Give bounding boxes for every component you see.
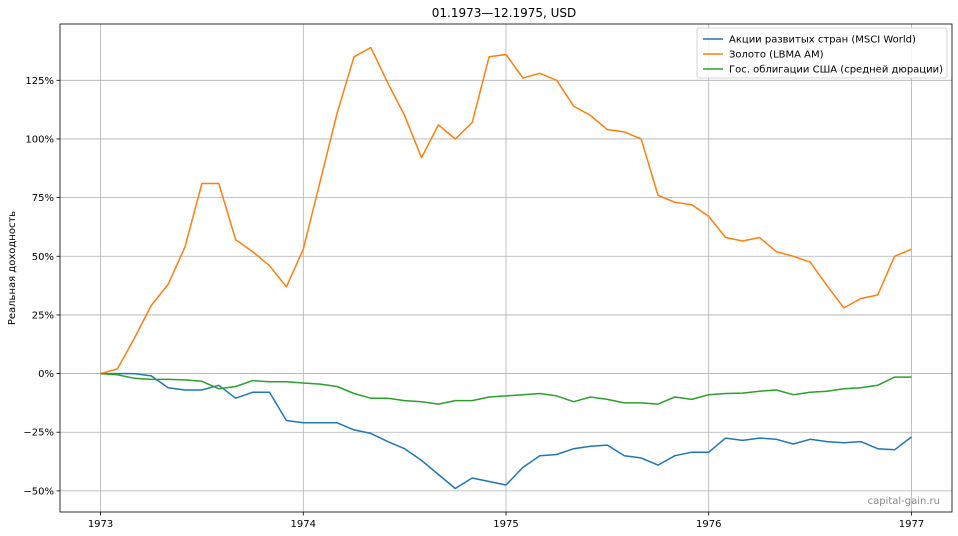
series-layer <box>100 46 912 490</box>
series-line-3 <box>100 372 912 405</box>
legend: Акции развитых стран (MSCI World) Золото … <box>696 27 948 79</box>
watermark: capital-gain.ru <box>868 496 940 507</box>
y-tick-label: −50% <box>23 486 54 497</box>
grid <box>60 24 952 512</box>
series-line-1 <box>100 372 912 490</box>
y-tick-label: −25% <box>23 428 54 439</box>
x-tick-label: 1973 <box>88 519 113 530</box>
legend-box <box>696 27 948 79</box>
x-tick-label: 1977 <box>899 519 924 530</box>
x-tick-label: 1976 <box>696 519 721 530</box>
y-tick-label: 50% <box>32 252 54 263</box>
y-tick-label: 25% <box>32 310 54 321</box>
legend-label: Золото (LBMA AM) <box>729 50 824 61</box>
y-axis-label: Реальная доходность <box>7 211 18 325</box>
y-tick-label: 75% <box>32 193 54 204</box>
x-tick-label: 1975 <box>493 519 518 530</box>
y-tick-label: 0% <box>38 369 54 380</box>
y-tick-label: 125% <box>25 76 54 87</box>
legend-label: Гос. облигации США (средней дюрации) <box>729 65 943 76</box>
x-tick-label: 1974 <box>291 519 316 530</box>
ticks: 1973 1974 1975 1976 1977 −50% −25% 0% 25% 50% 75% 1… <box>23 76 924 530</box>
y-tick-label: 100% <box>25 134 54 145</box>
chart-title: 01.1973—12.1975, USD <box>432 6 577 20</box>
legend-label: Акции развитых стран (MSCI World) <box>729 35 916 46</box>
series-line-2 <box>100 46 912 375</box>
